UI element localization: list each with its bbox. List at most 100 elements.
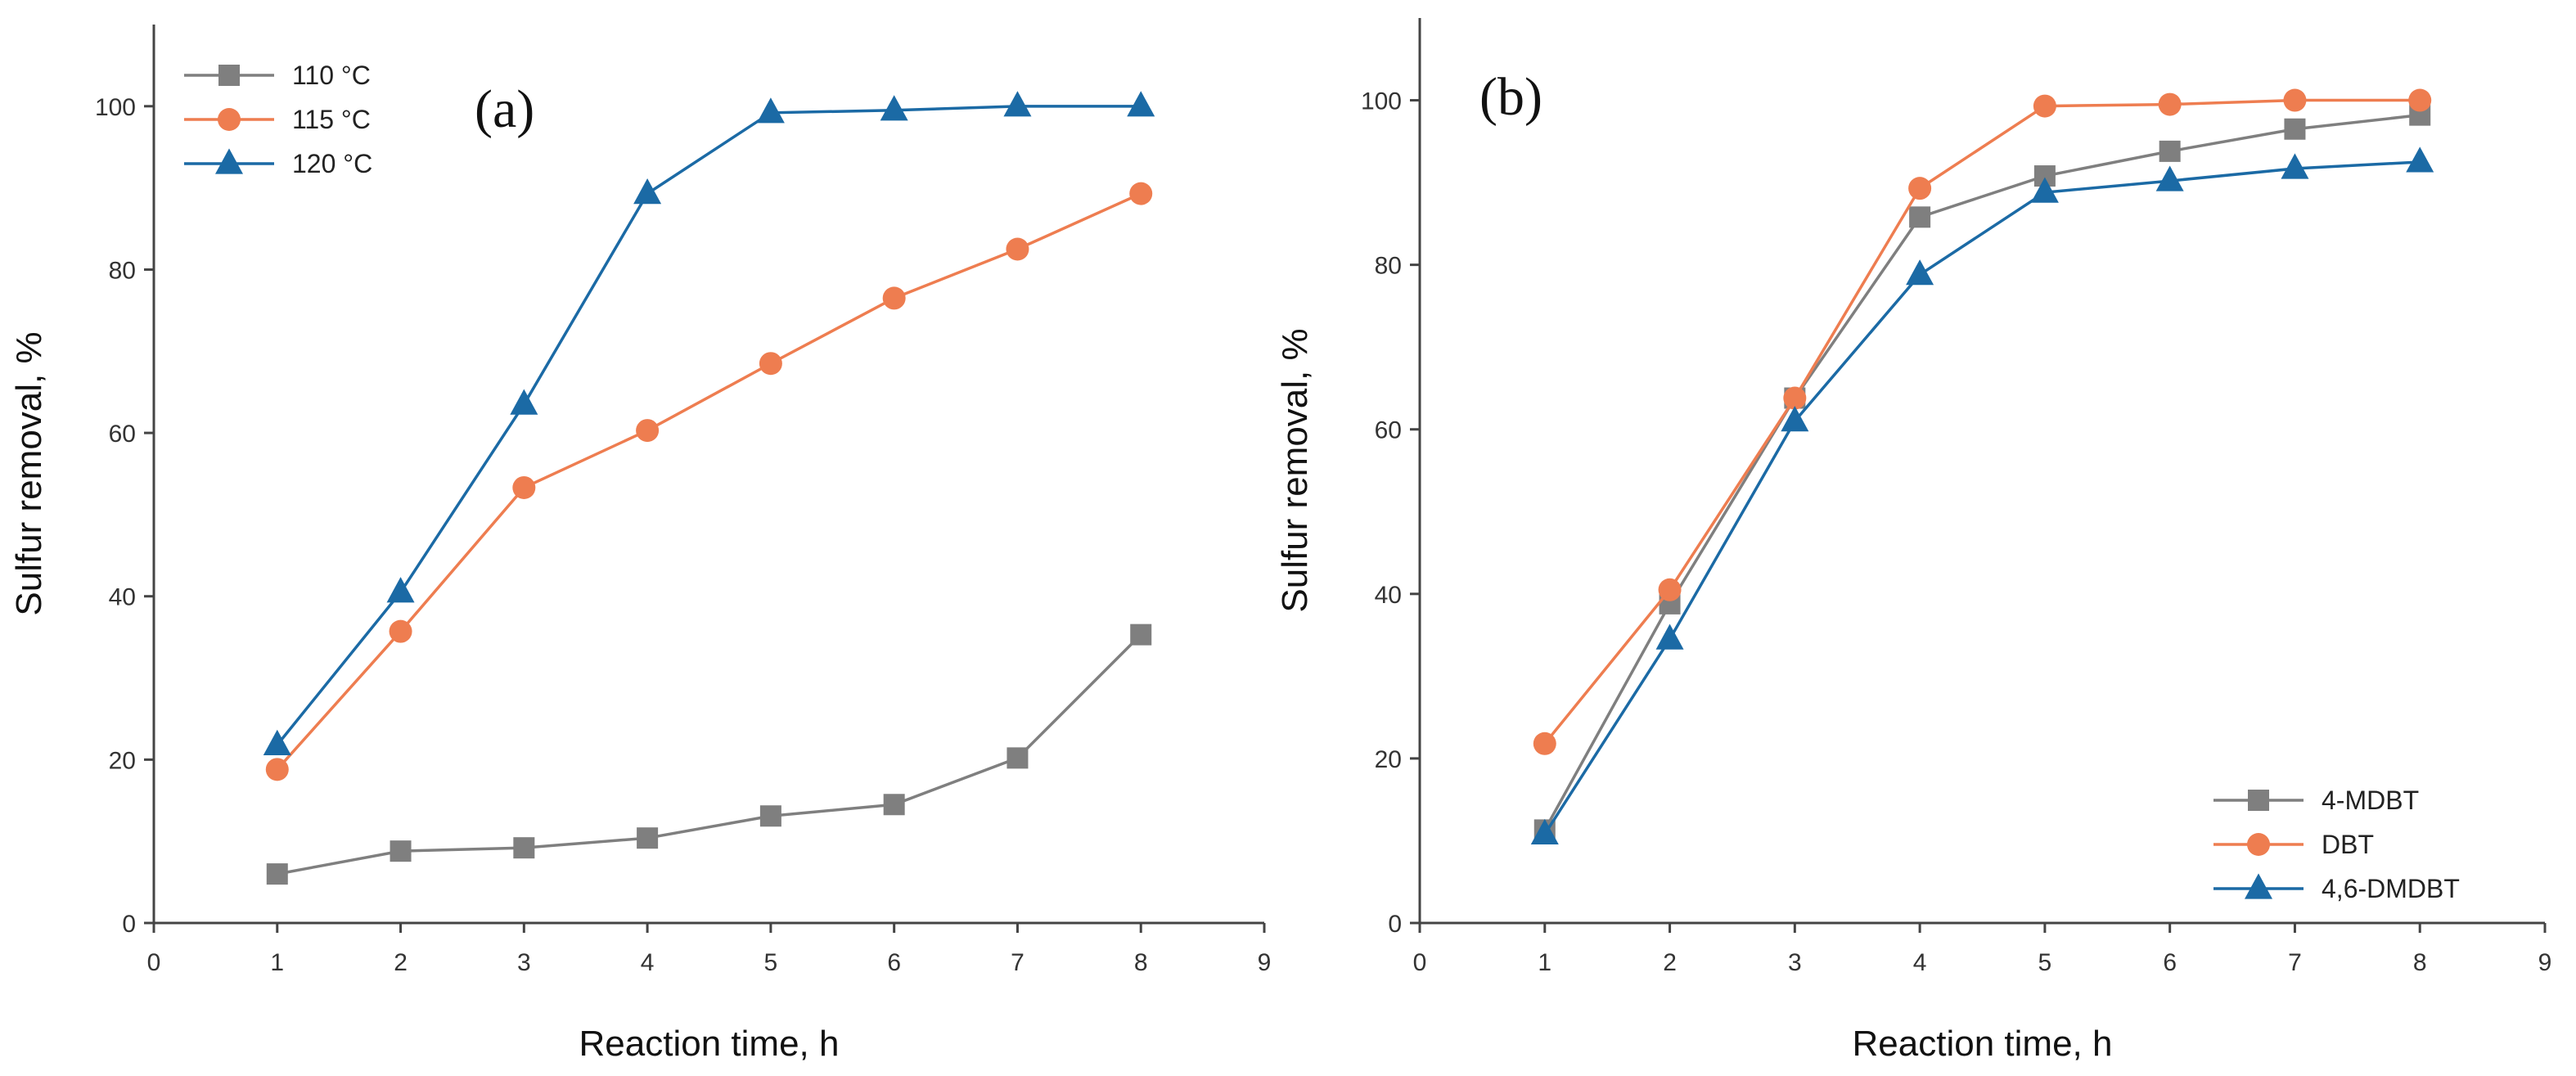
data-point [1781,406,1809,432]
data-point [759,352,782,376]
data-point [1130,624,1152,646]
data-point [1906,259,1934,286]
legend-label: DBT [2322,830,2374,859]
data-point [637,827,659,849]
y-tick-label: 80 [1375,253,1402,280]
data-point [1129,182,1153,205]
data-point [2408,88,2432,112]
series-line [276,192,1142,771]
data-point [2159,140,2181,162]
data-point [1783,386,1807,410]
legend-marker [215,148,243,174]
legend-marker [218,65,240,86]
x-tick-label: 3 [517,949,531,976]
data-point [1909,206,1931,228]
series-line [276,105,1142,746]
x-tick-label: 2 [1663,949,1677,976]
y-tick-label: 20 [1375,746,1402,773]
y-tick-label: 100 [95,94,136,121]
series-line [1543,113,2421,831]
legend-label: 120 °C [292,149,372,178]
data-point [1007,747,1029,769]
data-point [636,419,660,443]
panel-b: 0 20 40 60 80 100 0 1 2 3 4 5 6 7 8 9 Reaction time, h Su… [1275,18,2551,1064]
data-point [1908,177,1932,200]
series-line [277,633,1142,876]
data-point [2406,146,2434,173]
data-point [882,286,906,310]
y-axis-title: Sulfur removal, % [9,331,49,615]
x-tick-label: 9 [1258,949,1272,976]
y-tick-label: 60 [1375,417,1402,444]
legend-label: 110 °C [292,61,371,90]
data-point [1127,91,1155,117]
x-tick-label: 6 [2163,949,2177,976]
x-tick-label: 4 [641,949,655,976]
x-tick-label: 4 [1913,949,1927,976]
x-tick-label: 0 [147,949,161,976]
x-tick-label: 5 [764,949,778,976]
x-axis-title: Reaction time, h [1853,1024,2113,1064]
y-tick-label: 0 [122,911,136,938]
data-point [513,837,535,859]
data-point [263,729,291,755]
y-tick-label: 80 [109,257,136,284]
data-point [1658,578,1682,601]
x-tick-label: 8 [2413,949,2427,976]
data-point [2281,153,2309,179]
x-tick-label: 9 [2538,949,2552,976]
data-point [510,389,538,415]
panel-label: (a) [475,79,534,139]
y-tick-label: 20 [109,747,136,774]
data-point [2030,177,2059,203]
y-tick-label: 60 [109,421,136,448]
data-point [512,475,536,499]
data-point [2158,92,2182,116]
data-point [883,794,905,816]
y-tick-label: 40 [1375,582,1402,609]
data-point [759,805,781,827]
legend-marker [2245,873,2272,899]
data-point [1006,237,1029,261]
x-tick-label: 1 [270,949,284,976]
data-point [2033,94,2056,118]
x-tick-label: 0 [1413,949,1427,976]
x-tick-label: 6 [887,949,901,976]
data-point [756,97,785,124]
x-tick-label: 7 [1011,949,1025,976]
series-line [1543,160,2421,835]
x-axis-title: Reaction time, h [579,1024,840,1064]
legend-label: 4,6-DMDBT [2322,874,2460,903]
data-point [386,577,415,603]
panel-label: (b) [1479,67,1542,127]
legend-marker [2247,833,2270,856]
x-tick-label: 7 [2288,949,2302,976]
data-point [1530,818,1559,845]
x-tick-label: 3 [1788,949,1802,976]
panel-a: 0 20 40 60 80 100 0 1 2 3 4 5 6 7 8 9 Reaction time, h Su… [9,25,1271,1064]
legend-marker [2248,790,2269,811]
legend-label: 4-MDBT [2322,786,2419,815]
data-point [1655,624,1684,650]
series-line [1543,98,2421,745]
data-point [2284,118,2306,140]
data-point [389,619,412,643]
y-axis-title: Sulfur removal, % [1275,328,1315,612]
legend-marker [218,108,241,131]
x-tick-label: 2 [394,949,408,976]
data-point [880,95,908,121]
data-point [266,863,288,885]
y-tick-label: 100 [1361,88,1402,115]
data-point [265,758,289,781]
legend-label: 115 °C [292,105,371,134]
data-point [1533,732,1556,755]
y-tick-label: 0 [1388,911,1402,938]
x-tick-label: 5 [2038,949,2052,976]
x-tick-label: 8 [1134,949,1148,976]
data-point [633,178,662,205]
data-point [2283,88,2307,112]
data-point [390,840,412,862]
data-point [2155,165,2184,191]
y-tick-label: 40 [109,584,136,611]
